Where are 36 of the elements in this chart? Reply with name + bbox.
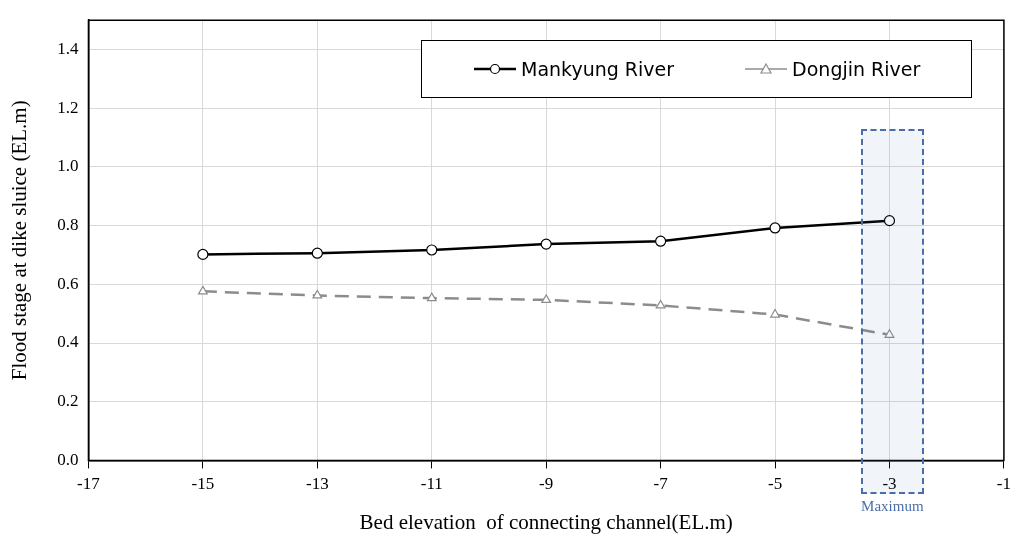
point xyxy=(311,247,323,259)
point xyxy=(655,299,666,309)
x-tick-label: -11 xyxy=(420,474,443,494)
point xyxy=(655,235,667,247)
point xyxy=(769,222,781,234)
legend-label: Dongjin River xyxy=(792,58,921,81)
x-tick-label: -15 xyxy=(191,474,215,494)
x-tick-label: -7 xyxy=(653,474,669,494)
point xyxy=(197,248,209,260)
y-tick-label: 0.8 xyxy=(57,215,79,235)
y-axis-title: Flood stage at dike sluice (EL.m) xyxy=(7,100,32,381)
x-axis-title: Bed elevation of connecting channel(EL.m) xyxy=(359,509,733,534)
x-tick-label: -17 xyxy=(77,474,101,494)
y-tick-label: 0.6 xyxy=(57,273,79,293)
x-tick-label: -1 xyxy=(996,474,1012,494)
point xyxy=(426,244,438,256)
y-tick-label: 0.0 xyxy=(57,449,79,469)
x-tick-label: -9 xyxy=(539,474,554,494)
x-tick-label: -3 xyxy=(882,474,897,494)
legend-label: Mankyung River xyxy=(521,58,675,81)
point xyxy=(884,329,895,338)
point xyxy=(197,285,208,295)
y-tick-label: 0.4 xyxy=(57,332,79,352)
point xyxy=(883,215,896,227)
point xyxy=(540,238,552,250)
x-tick-label: -5 xyxy=(767,474,783,494)
band-label: Maximum xyxy=(860,498,925,516)
y-tick-label: 1.4 xyxy=(57,39,79,59)
x-tick-label: -13 xyxy=(305,474,329,494)
point xyxy=(541,294,552,303)
point xyxy=(426,292,437,302)
point xyxy=(770,308,780,318)
point xyxy=(312,289,323,299)
y-tick-label: 1.0 xyxy=(57,156,79,176)
y-tick-label: 1.2 xyxy=(57,97,79,117)
y-tick-label: 0.2 xyxy=(57,391,79,411)
